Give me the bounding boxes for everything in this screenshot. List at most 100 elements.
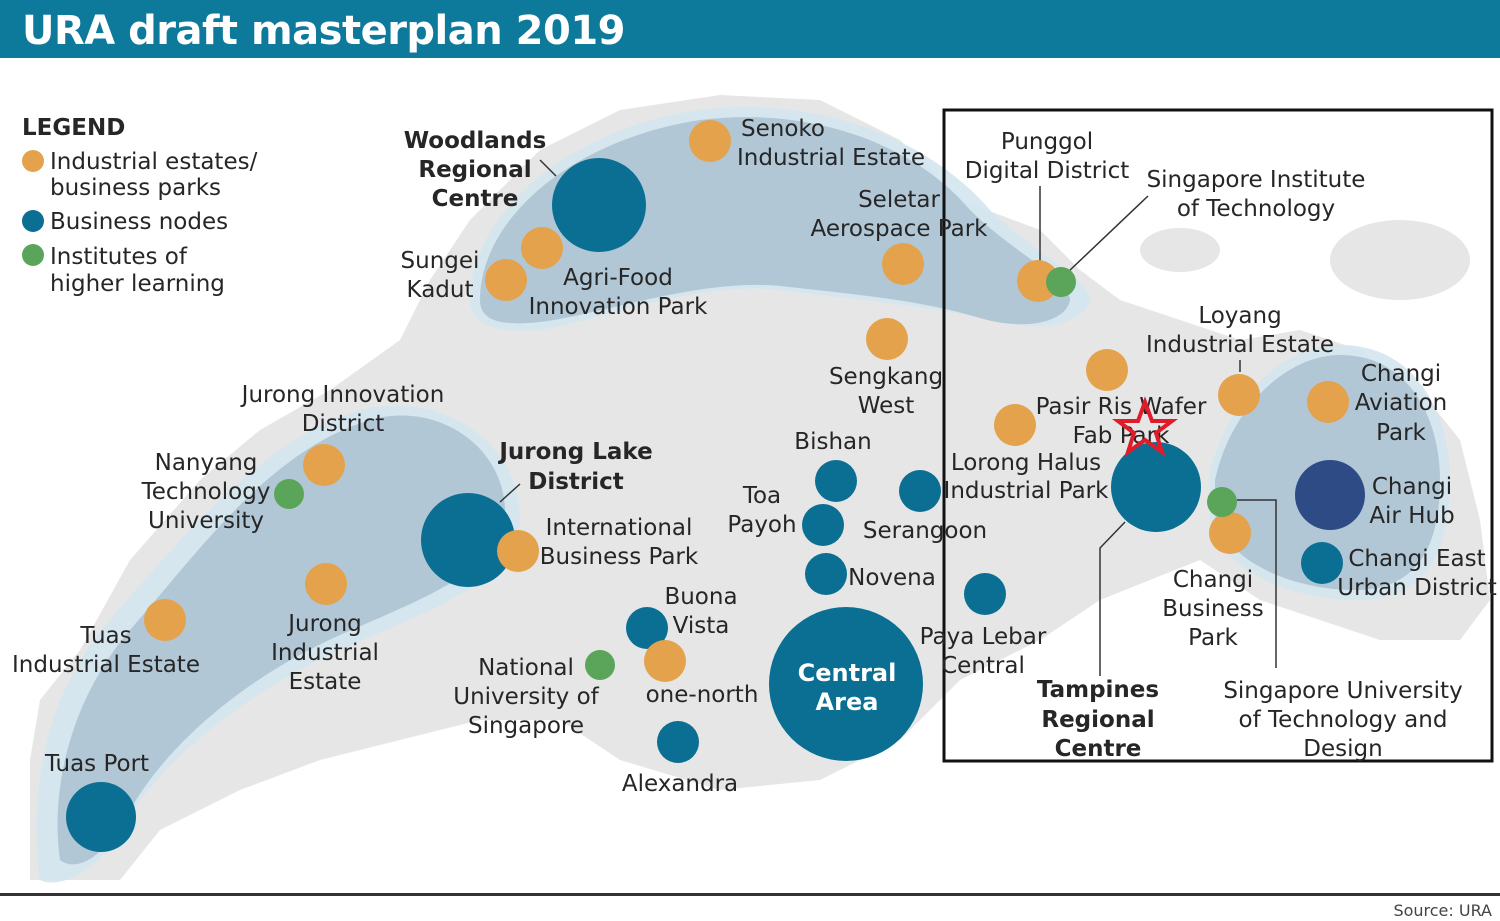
label-woodlands-2: Regional [418, 157, 531, 183]
source-credit: Source: URA [1393, 901, 1492, 920]
label-ntu-2: Technology [141, 479, 271, 505]
tuas-port-node[interactable] [66, 782, 136, 852]
label-jld-2: District [528, 469, 624, 495]
label-toapayoh-1: Toa [742, 483, 781, 509]
agri-food-node[interactable] [521, 227, 563, 269]
label-ntu-1: Nanyang [155, 450, 258, 476]
label-tuas-ie-1: Tuas [79, 623, 131, 649]
tampines-node[interactable] [1111, 442, 1201, 532]
tuas-ie-node[interactable] [144, 599, 186, 641]
label-paya-1: Paya Lebar [920, 624, 1047, 650]
label-lorong-1: Lorong Halus [951, 450, 1101, 476]
serangoon-node[interactable] [899, 470, 941, 512]
label-changi-business-2: Business [1162, 596, 1263, 622]
sungei-kadut-node[interactable] [485, 259, 527, 301]
toapayoh-node[interactable] [802, 504, 844, 546]
label-sutd-2: of Technology and [1239, 707, 1448, 733]
label-loyang-1: Loyang [1198, 303, 1281, 329]
label-nus-2: University of [453, 684, 599, 710]
jld-node[interactable] [421, 493, 515, 587]
loyang-node[interactable] [1218, 374, 1260, 416]
footer-divider [0, 893, 1500, 896]
label-alexandra: Alexandra [622, 771, 738, 797]
leader-sit [1067, 195, 1149, 273]
legend-industrial-line1: Industrial estates/ [50, 149, 258, 175]
label-tampines-3: Centre [1055, 736, 1142, 762]
legend-heading: LEGEND [22, 115, 125, 141]
pasir-ris-node[interactable] [1086, 349, 1128, 391]
leader-jld [499, 483, 521, 503]
page-title: URA draft masterplan 2019 [22, 8, 626, 54]
label-buona-1: Buona [664, 584, 737, 610]
changi-air-hub-node[interactable] [1295, 460, 1365, 530]
label-lorong-2: Industrial Park [944, 478, 1110, 504]
singapore-island [30, 95, 1490, 880]
offshore-island [1330, 220, 1470, 300]
label-bishan: Bishan [794, 429, 871, 455]
label-agrifood-2: Innovation Park [529, 294, 708, 320]
leader-lines [499, 159, 1277, 676]
star-marker-icon [1112, 396, 1178, 458]
label-changi-aviation-2: Aviation [1355, 390, 1448, 416]
changi-business-node[interactable] [1209, 512, 1251, 554]
lorong-halus-node[interactable] [994, 404, 1036, 446]
nus-node[interactable] [585, 650, 615, 680]
label-sengkang-2: West [858, 393, 915, 419]
ibp-node[interactable] [497, 530, 539, 572]
label-ibp-1: International [546, 515, 693, 541]
legend-swatch-business [22, 210, 44, 232]
label-sit-1: Singapore Institute [1147, 167, 1366, 193]
label-jid-1: Jurong Innovation [240, 382, 445, 408]
label-seletar-1: Seletar [858, 187, 940, 213]
label-ibp-2: Business Park [540, 544, 699, 570]
label-woodlands-3: Centre [432, 186, 519, 212]
jid-node[interactable] [303, 444, 345, 486]
leader-sutd [1237, 499, 1277, 668]
label-nus-1: National [478, 655, 574, 681]
buona-vista-node[interactable] [626, 607, 668, 649]
label-sengkang-1: Sengkang [829, 364, 943, 390]
label-tampines-2: Regional [1041, 707, 1154, 733]
label-nus-3: Singapore [468, 713, 584, 739]
masterplan-map: LEGEND Industrial estates/ business park… [12, 95, 1497, 883]
legend-business-line1: Business nodes [50, 209, 228, 235]
label-buona-2: Vista [673, 613, 730, 639]
sengkang-west-node[interactable] [866, 318, 908, 360]
label-jld-1: Jurong Lake [497, 439, 652, 465]
label-tuas-ie-2: Industrial Estate [12, 652, 200, 678]
legend-industrial-line2: business parks [50, 175, 221, 201]
woodlands-node[interactable] [552, 158, 646, 252]
label-loyang-2: Industrial Estate [1146, 332, 1334, 358]
one-north-node[interactable] [644, 640, 686, 682]
label-changi-east-2: Urban District [1337, 575, 1496, 601]
legend: LEGEND Industrial estates/ business park… [22, 115, 258, 297]
label-central-1: Central [798, 659, 897, 687]
sit-node[interactable] [1046, 267, 1076, 297]
alexandra-node[interactable] [657, 721, 699, 763]
paya-lebar-node[interactable] [964, 573, 1006, 615]
label-sungei-2: Kadut [407, 277, 474, 303]
label-changi-aviation-1: Changi [1361, 361, 1441, 387]
changi-east-node[interactable] [1301, 542, 1343, 584]
map-labels: Woodlands Regional Centre Senoko Industr… [12, 116, 1497, 797]
label-central-2: Area [816, 688, 879, 716]
label-jurong-ie-3: Estate [289, 669, 362, 695]
punggol-node[interactable] [1017, 260, 1059, 302]
label-jid-2: District [302, 411, 385, 437]
ntu-node[interactable] [274, 479, 304, 509]
sutd-node[interactable] [1207, 487, 1237, 517]
label-onenorth: one-north [646, 682, 759, 708]
jurong-ie-node[interactable] [305, 563, 347, 605]
label-ntu-3: University [148, 508, 264, 534]
senoko-node[interactable] [689, 120, 731, 162]
changi-aviation-node[interactable] [1307, 381, 1349, 423]
label-tuas-port: Tuas Port [44, 751, 149, 777]
novena-node[interactable] [805, 553, 847, 595]
label-changi-airhub-2: Air Hub [1369, 503, 1454, 529]
bishan-node[interactable] [815, 460, 857, 502]
legend-swatch-industrial [22, 150, 44, 172]
label-sungei-1: Sungei [401, 248, 480, 274]
label-changi-business-3: Park [1188, 625, 1238, 651]
seletar-node[interactable] [882, 243, 924, 285]
central-area-node[interactable] [769, 607, 923, 761]
